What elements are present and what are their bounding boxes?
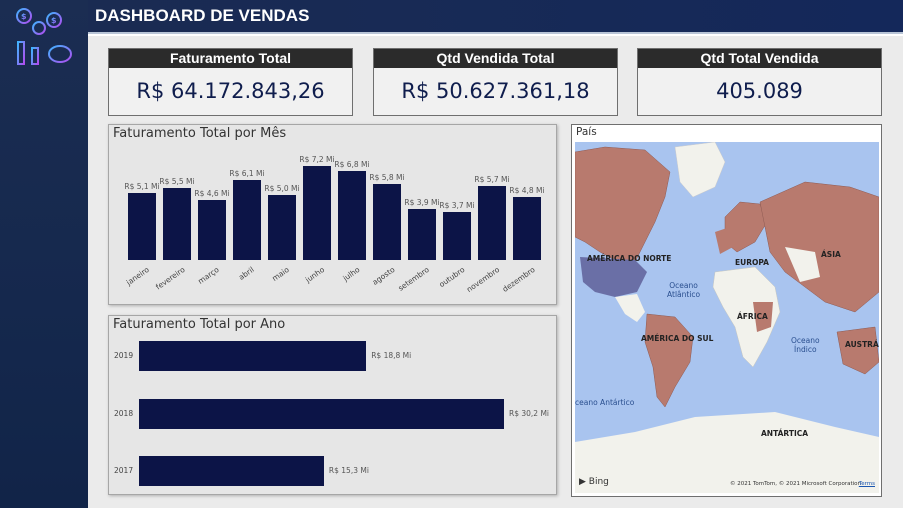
map-label-antarctica: ANTÁRTICA [761,429,809,438]
bing-text: Bing [588,477,609,487]
map-label-atlantic: Oceano Atlântico [667,281,700,299]
sidebar: $ $ [0,0,88,508]
data-label: R$ 3,9 Mi [404,198,440,208]
y-axis-label: 2019 [114,351,134,360]
chart-title: Faturamento Total por Ano [113,317,286,332]
data-label: R$ 3,7 Mi [439,200,475,210]
month-bar[interactable] [338,171,366,260]
map-label-asia: ÁSIA [821,250,841,259]
month-bar[interactable] [163,188,191,260]
ocean-line: Oceano [791,336,820,345]
monthly-revenue-chart[interactable]: Faturamento Total por Mês R$ 5,1 Mi janei… [108,124,557,305]
dashboard-title: DASHBOARD DE VENDAS [95,6,310,25]
x-axis-label: agosto [370,265,397,287]
map-label-indian: Oceano Índico [791,336,820,354]
month-bar[interactable] [233,180,261,260]
kpi-title: Faturamento Total [109,49,352,68]
x-axis-label: fevereiro [153,265,187,292]
month-bar[interactable] [268,194,296,260]
y-axis-label: 2018 [114,409,134,418]
data-label: R$ 5,1 Mi [124,182,160,192]
map-label-south-america: AMÉRICA DO SUL [641,334,714,343]
data-label: R$ 6,1 Mi [229,169,265,179]
money-bags-piggy-bank-icon: $ $ [16,8,76,65]
kpi-card-qtd-total-vendida[interactable]: Qtd Total Vendida 405.089 [637,48,882,116]
kpi-card-faturamento-total[interactable]: Faturamento Total R$ 64.172.843,26 [108,48,353,116]
top-bar: DASHBOARD DE VENDAS [88,0,903,34]
map-terms-link[interactable]: Terms [858,481,875,487]
month-bar[interactable] [128,193,156,260]
data-label: R$ 4,8 Mi [509,186,545,196]
x-axis-label: abril [237,265,257,282]
x-axis-label: julho [341,265,362,283]
kpi-value: R$ 64.172.843,26 [136,79,325,103]
month-bar[interactable] [513,197,541,260]
month-bar[interactable] [373,184,401,260]
svg-text:$: $ [21,12,27,21]
bing-icon: ▶ [579,477,586,487]
map-copyright: © 2021 TomTom, © 2021 Microsoft Corporat… [729,481,861,487]
x-axis-label: novembro [464,265,502,295]
kpi-value: 405.089 [716,79,803,103]
map-label-africa: ÁFRICA [737,312,768,321]
year-bar[interactable] [139,399,504,429]
world-map-graphic [575,142,879,493]
data-label: R$ 30,2 Mi [509,409,550,418]
country-map-visual[interactable]: País AMÉRICA DO NORTE EUROPA [571,124,882,497]
data-label: R$ 5,7 Mi [474,174,510,184]
x-axis-label: maio [270,265,292,284]
map-title: País [576,126,597,138]
year-bar[interactable] [139,456,324,486]
map-label-europe: EUROPA [735,258,769,267]
x-axis-label: setembro [396,265,432,293]
month-bar[interactable] [443,211,471,260]
x-axis-label: junho [303,265,327,285]
x-axis-label: dezembro [500,265,537,294]
data-label: R$ 5,0 Mi [264,183,300,193]
ocean-line: Atlântico [667,290,701,299]
map-label-antarctic-ocean: ceano Antártico [575,398,635,407]
data-label: R$ 6,8 Mi [334,160,370,170]
kpi-title: Qtd Vendida Total [374,49,617,68]
data-label: R$ 18,8 Mi [371,351,412,360]
ocean-line: Índico [794,345,817,354]
year-bar[interactable] [139,341,367,371]
data-label: R$ 5,8 Mi [369,173,405,183]
month-bar[interactable] [198,199,226,260]
kpi-card-qtd-vendida-total[interactable]: Qtd Vendida Total R$ 50.627.361,18 [373,48,618,116]
yearly-revenue-chart[interactable]: Faturamento Total por Ano 2019 R$ 18,8 Mi… [108,315,557,495]
svg-text:$: $ [51,16,57,25]
map-label-north-america: AMÉRICA DO NORTE [587,254,672,263]
bing-logo: ▶ Bing [579,477,609,487]
month-bar[interactable] [303,166,331,260]
x-axis-label: outubro [436,265,467,290]
month-bar[interactable] [408,209,436,260]
map-label-australia: AUSTRÁL [845,340,879,349]
data-label: R$ 5,5 Mi [159,177,195,187]
data-label: R$ 4,6 Mi [194,188,230,198]
kpi-value: R$ 50.627.361,18 [401,79,590,103]
month-bar[interactable] [478,185,506,260]
kpi-title: Qtd Total Vendida [638,49,881,68]
data-label: R$ 7,2 Mi [299,155,335,164]
world-map[interactable]: AMÉRICA DO NORTE EUROPA ÁSIA ÁFRICA AMÉR… [575,142,879,493]
data-label: R$ 15,3 Mi [328,466,369,475]
ocean-line: Oceano [669,281,698,290]
x-axis-label: março [196,265,222,286]
x-axis-label: janeiro [124,265,152,288]
chart-title: Faturamento Total por Mês [113,126,287,141]
y-axis-label: 2017 [114,466,134,475]
